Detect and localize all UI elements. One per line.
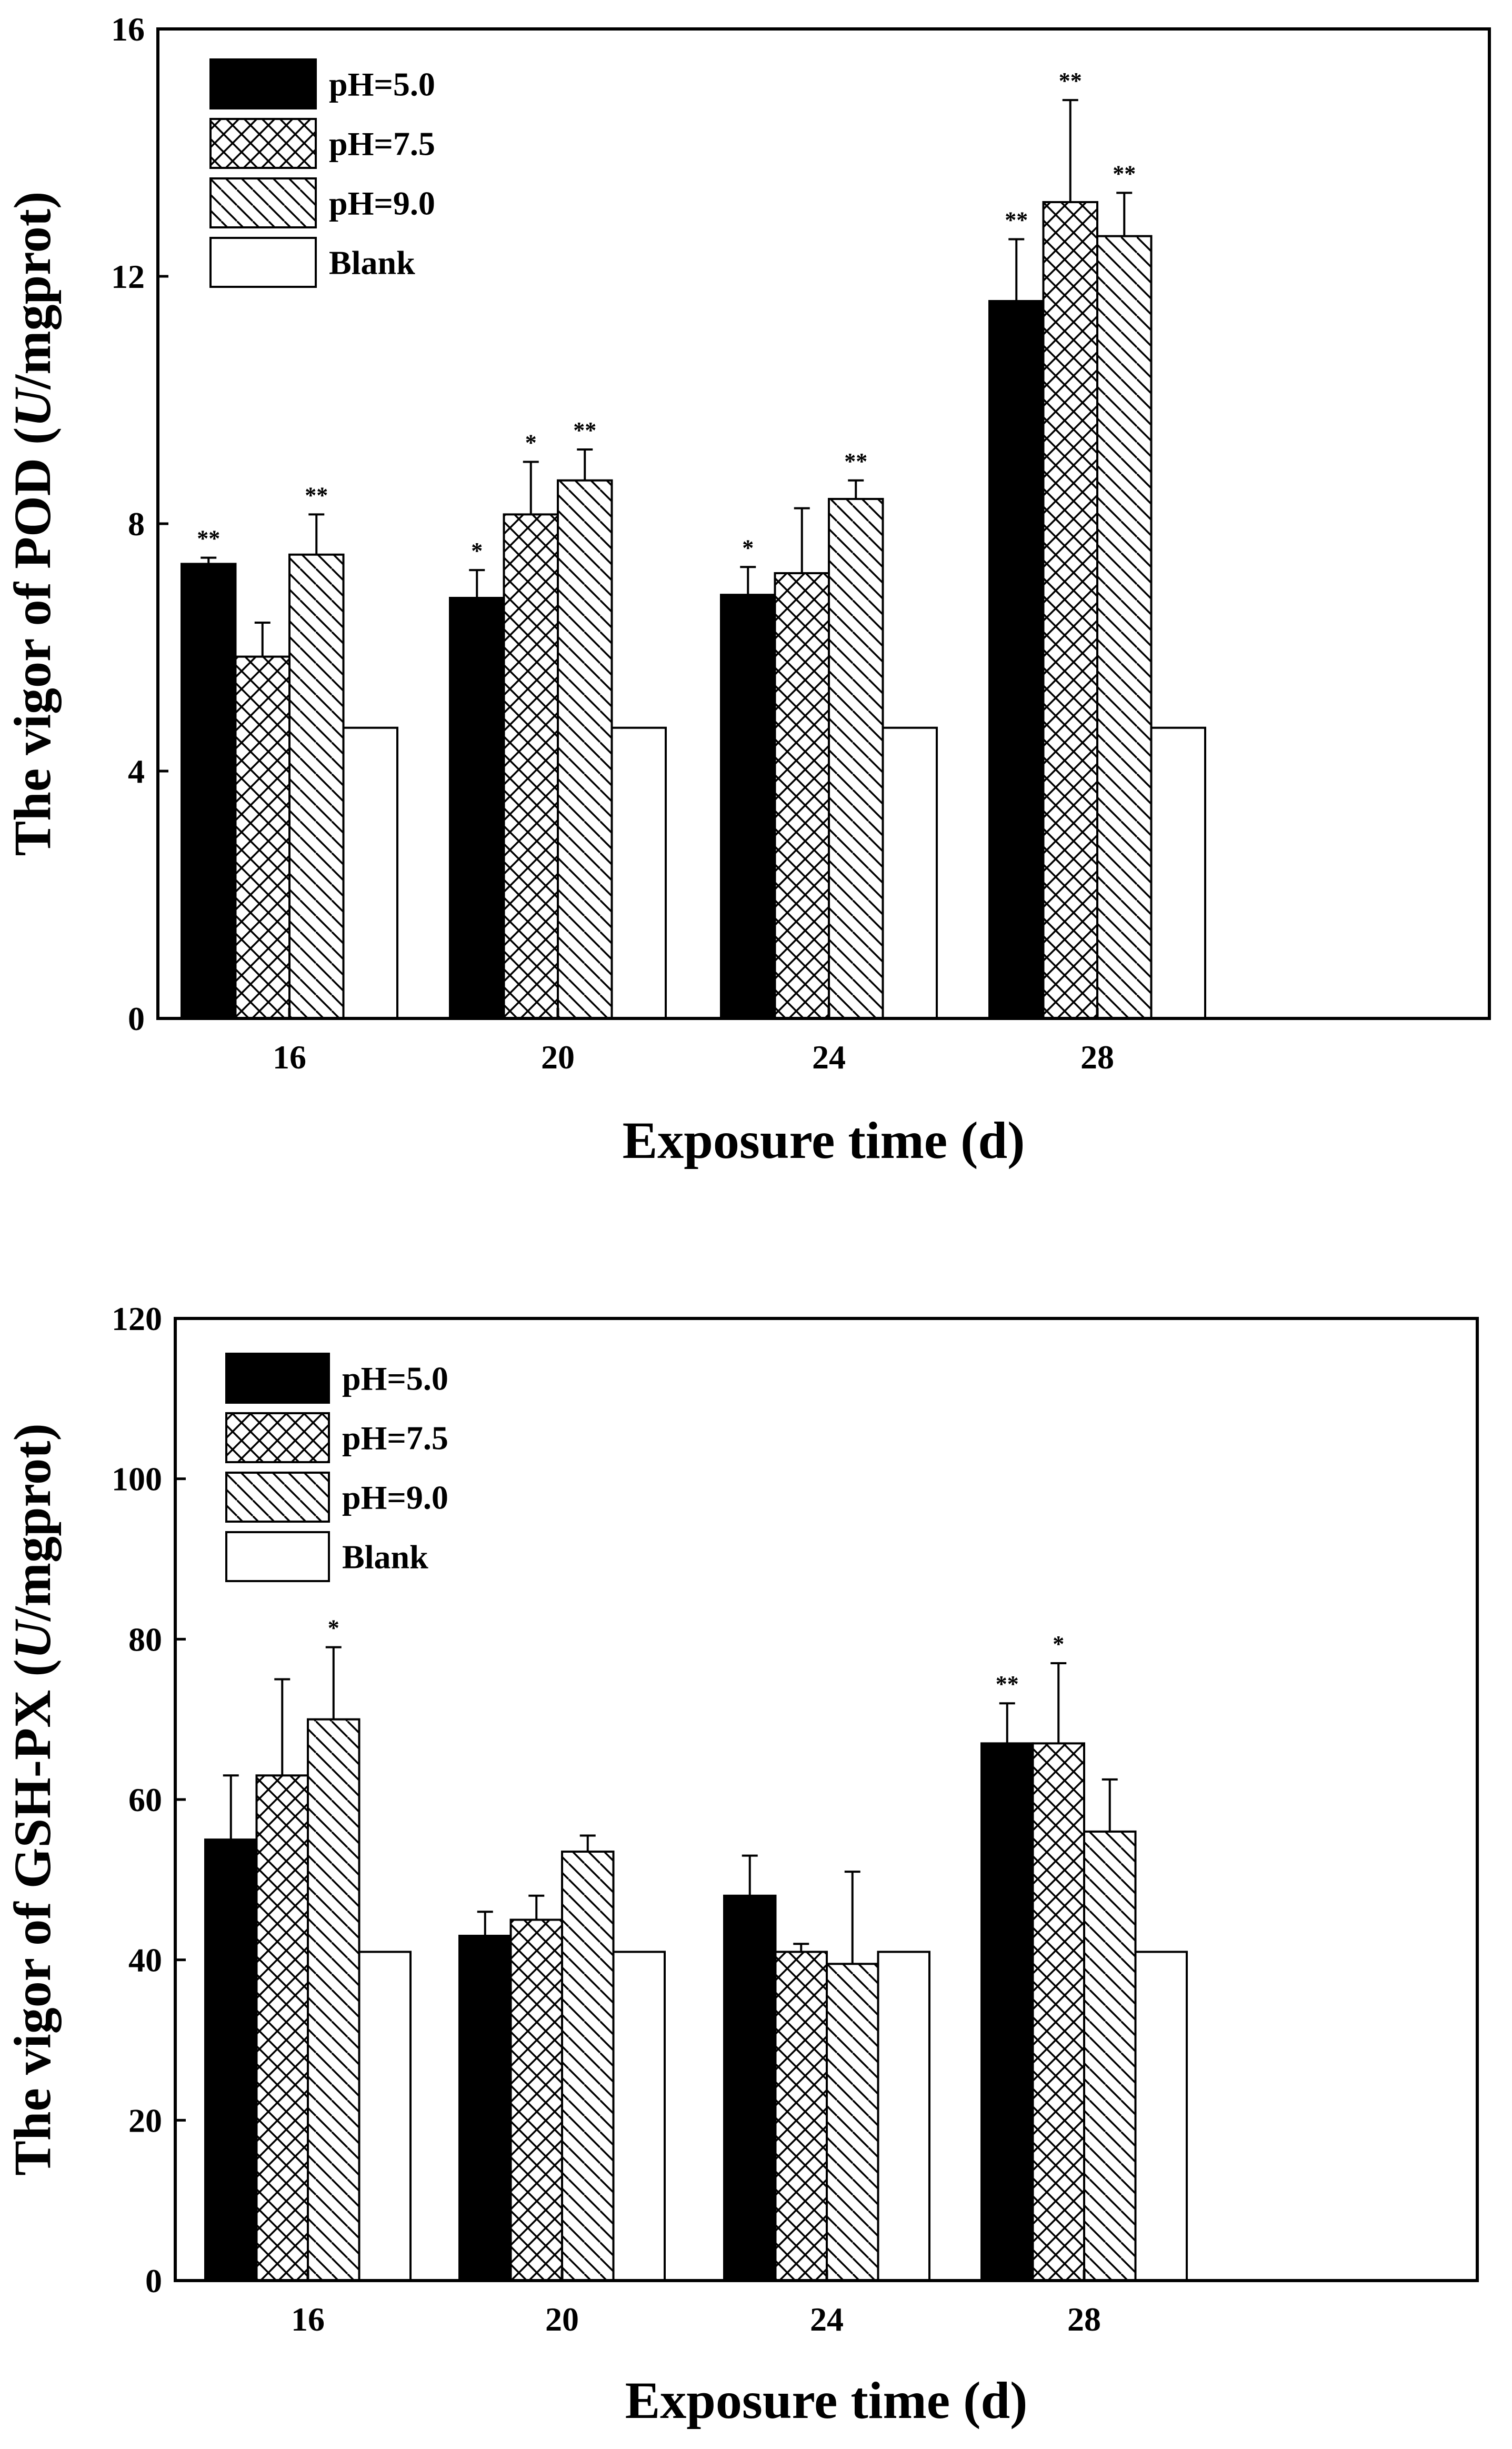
legend-swatch	[209, 118, 317, 169]
legend-label: pH=9.0	[329, 185, 435, 222]
significance-label: **	[197, 526, 220, 552]
y-tick-label: 8	[128, 505, 145, 543]
legend-label: pH=7.5	[329, 125, 435, 163]
y-tick-label: 40	[128, 1942, 162, 1979]
bar	[1150, 726, 1206, 1019]
legend-swatch	[225, 1531, 330, 1582]
bar	[449, 597, 505, 1019]
y-tick-label: 120	[112, 1300, 162, 1337]
bar	[877, 1951, 930, 2282]
y-tick-label: 0	[145, 2262, 162, 2300]
y-tick-label: 4	[128, 753, 145, 790]
legend-swatch	[225, 1472, 330, 1523]
significance-label: *	[471, 538, 483, 564]
bar	[1134, 1951, 1188, 2282]
significance-label: *	[525, 430, 537, 456]
legend-label: pH=9.0	[342, 1479, 448, 1516]
bar	[610, 726, 667, 1019]
legend-swatch	[209, 177, 317, 228]
x-tick-label: 28	[1080, 1038, 1114, 1076]
bar	[774, 1951, 828, 2282]
legend-label: pH=5.0	[342, 1360, 448, 1397]
x-tick-label: 20	[541, 1038, 575, 1076]
bar	[1042, 201, 1098, 1019]
bar	[288, 553, 345, 1019]
significance-label: **	[573, 417, 596, 443]
bar	[458, 1934, 512, 2282]
legend-swatch	[225, 1412, 330, 1463]
y-tick-label: 60	[128, 1781, 162, 1818]
y-tick-label: 80	[128, 1621, 162, 1658]
bar	[826, 1963, 879, 2282]
x-tick-label: 24	[810, 2301, 844, 2338]
x-tick-label: 16	[291, 2301, 325, 2338]
x-axis-title: Exposure time (d)	[623, 1111, 1025, 1169]
x-tick-label: 24	[812, 1038, 846, 1076]
significance-label: **	[844, 448, 867, 474]
x-tick-label: 16	[273, 1038, 306, 1076]
significance-label: **	[1005, 207, 1028, 233]
bar	[342, 726, 398, 1019]
legend-label: pH=7.5	[342, 1420, 448, 1457]
bar	[828, 498, 884, 1019]
bar	[234, 655, 291, 1019]
x-tick-label: 28	[1067, 2301, 1101, 2338]
significance-label: **	[305, 482, 328, 508]
y-tick-label: 20	[128, 2102, 162, 2139]
significance-label: **	[1059, 68, 1082, 94]
bar	[1096, 235, 1153, 1019]
legend-label: pH=5.0	[329, 66, 435, 103]
significance-label: **	[1113, 161, 1136, 186]
y-axis-title: The vigor of GSH-PX (U/mgprot)	[3, 1423, 62, 2176]
bar	[204, 1838, 258, 2282]
bar	[988, 300, 1045, 1019]
bar	[980, 1742, 1034, 2282]
bar	[307, 1718, 361, 2282]
bar	[612, 1951, 666, 2282]
legend-label: Blank	[342, 1538, 428, 1576]
significance-label: **	[996, 1671, 1019, 1697]
legend-label: Blank	[329, 244, 415, 282]
x-axis-title: Exposure time (d)	[625, 2371, 1028, 2430]
y-tick-label: 100	[112, 1461, 162, 1498]
bar	[358, 1951, 412, 2282]
bar	[1083, 1830, 1137, 2282]
bar	[503, 513, 559, 1019]
x-tick-label: 20	[545, 2301, 579, 2338]
bar	[774, 572, 830, 1019]
bar	[255, 1774, 309, 2282]
y-axis-title: The vigor of POD (U/mgprot)	[3, 192, 62, 856]
significance-label: *	[328, 1615, 339, 1641]
y-tick-label: 16	[111, 11, 145, 48]
legend-swatch	[225, 1353, 330, 1404]
legend-swatch	[209, 237, 317, 288]
significance-label: *	[1053, 1631, 1064, 1657]
bar	[720, 594, 776, 1019]
significance-label: *	[742, 535, 754, 561]
bar	[557, 479, 613, 1019]
legend: pH=5.0 pH=7.5 pH=9.0 Blank	[225, 1353, 448, 1582]
legend: pH=5.0 pH=7.5 pH=9.0 Blank	[209, 58, 435, 288]
bar	[181, 563, 237, 1019]
legend-swatch	[209, 58, 317, 109]
bar	[509, 1918, 563, 2282]
bar	[723, 1894, 777, 2282]
y-tick-label: 12	[111, 258, 145, 295]
bar	[882, 726, 938, 1019]
bar	[1032, 1742, 1085, 2282]
y-tick-label: 0	[128, 1000, 145, 1037]
bar	[561, 1851, 615, 2282]
